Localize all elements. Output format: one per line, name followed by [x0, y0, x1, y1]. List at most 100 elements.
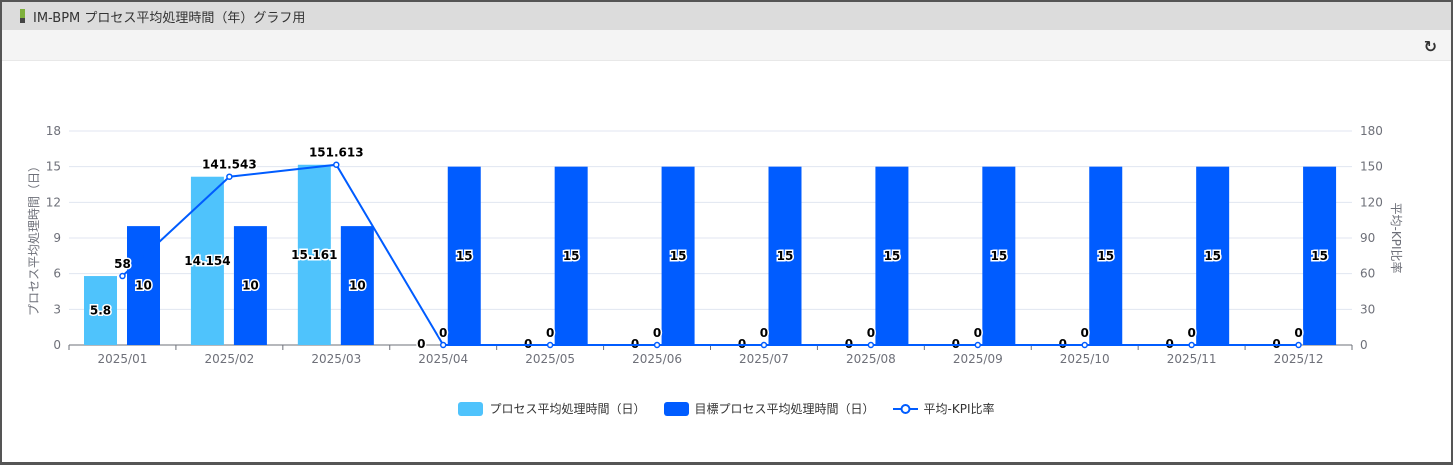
bar-data-label: 15.161: [291, 248, 337, 262]
legend-label: プロセス平均処理時間（日）: [489, 402, 646, 416]
x-tick-label: 2025/12: [1274, 352, 1324, 366]
bar-data-label: 15: [1311, 249, 1328, 263]
legend-label: 目標プロセス平均処理時間（日）: [694, 402, 875, 416]
bar-target: [661, 166, 695, 345]
ratio-point: [653, 341, 661, 349]
ratio-point: [226, 173, 233, 180]
y-left-axis-title: プロセス平均処理時間（日）: [27, 160, 41, 316]
legend-item-ratio[interactable]: 平均-KPI比率: [892, 400, 995, 417]
x-tick-label: 2025/07: [739, 352, 789, 366]
ratio-point: [439, 341, 447, 349]
y-left-tick-label: 18: [46, 124, 61, 138]
y-right-axis-title: 平均-KPI比率: [1389, 203, 1404, 274]
line-data-label: 0: [439, 326, 447, 340]
y-left-tick-label: 6: [53, 267, 61, 281]
bar-data-label: 15: [990, 249, 1007, 263]
x-tick-label: 2025/11: [1167, 352, 1217, 366]
x-tick-label: 2025/04: [418, 352, 468, 366]
bar-data-label: 14.154: [184, 254, 230, 268]
line-data-label: 0: [653, 326, 661, 340]
line-data-label: 0: [1187, 326, 1195, 340]
bar-target: [982, 166, 1016, 345]
bar-data-label: 10: [349, 279, 366, 293]
x-tick-label: 2025/05: [525, 352, 575, 366]
title-marker-icon: [20, 9, 25, 23]
bar-data-label: 15: [670, 249, 687, 263]
bar-data-label: 15: [884, 249, 901, 263]
y-right-tick-label: 0: [1360, 338, 1368, 352]
legend-swatch: [663, 401, 689, 416]
bar-process: [84, 276, 117, 345]
x-tick-label: 2025/01: [98, 352, 148, 366]
line-data-label: 0: [974, 326, 982, 340]
x-tick-label: 2025/06: [632, 352, 682, 366]
bar-target: [340, 226, 374, 345]
bar-data-label: 15: [1097, 249, 1114, 263]
legend-label: 平均-KPI比率: [923, 402, 995, 416]
bar-target: [1089, 166, 1123, 345]
line-data-label: 151.613: [309, 146, 364, 160]
legend-swatch: [458, 401, 484, 416]
bar-target: [233, 226, 267, 345]
widget-title: IM-BPM プロセス平均処理時間（年）グラフ用: [33, 10, 306, 26]
y-left-tick-label: 12: [46, 195, 61, 209]
legend-line-icon: [892, 403, 918, 414]
legend-item-target[interactable]: 目標プロセス平均処理時間（日）: [663, 400, 875, 417]
bar-data-label: 0: [417, 337, 425, 351]
line-data-label: 141.543: [202, 158, 257, 172]
bar-process: [190, 176, 224, 345]
toolbar: ↻: [2, 30, 1451, 61]
legend: プロセス平均処理時間（日） 目標プロセス平均処理時間（日） 平均-KPI比率: [0, 400, 1453, 417]
y-left-tick-label: 15: [46, 160, 61, 174]
ratio-point: [1188, 341, 1195, 349]
line-data-label: 0: [1081, 326, 1089, 340]
bar-target: [1303, 166, 1337, 345]
ratio-line: [121, 163, 1299, 346]
y-right-tick-label: 30: [1360, 302, 1375, 316]
ratio-point: [333, 161, 340, 168]
line-data-label: 0: [867, 326, 875, 340]
line-data-label: 58: [114, 257, 131, 271]
ratio-point: [119, 272, 126, 280]
x-tick-label: 2025/08: [846, 352, 896, 366]
y-left-tick-label: 3: [53, 302, 61, 316]
bar-data-label: 10: [135, 279, 152, 293]
bar-data-label: 15: [563, 249, 580, 263]
bar-data-label: 5.8: [90, 304, 111, 318]
bar-target: [447, 166, 481, 345]
x-tick-label: 2025/09: [953, 352, 1003, 366]
x-tick-label: 2025/02: [204, 352, 254, 366]
x-tick-label: 2025/10: [1060, 352, 1110, 366]
ratio-point: [867, 341, 875, 349]
bar-target: [768, 166, 802, 345]
refresh-icon[interactable]: ↻: [1423, 37, 1437, 56]
bar-process: [297, 164, 331, 345]
ratio-point: [1081, 341, 1088, 349]
bar-data-label: 15: [1204, 249, 1221, 263]
ratio-point: [546, 341, 554, 349]
y-right-tick-label: 150: [1360, 160, 1383, 174]
ratio-point: [760, 341, 768, 349]
y-left-tick-label: 0: [53, 338, 61, 352]
bar-data-label: 15: [777, 249, 794, 263]
line-data-label: 0: [1294, 326, 1302, 340]
bar-target: [875, 166, 909, 345]
bar-data-label: 15: [456, 249, 473, 263]
ratio-point: [974, 341, 982, 349]
y-right-tick-label: 60: [1360, 267, 1375, 281]
bar-target: [554, 166, 588, 345]
y-right-tick-label: 180: [1360, 124, 1383, 138]
x-tick-label: 2025/03: [311, 352, 361, 366]
ratio-point: [1295, 341, 1302, 349]
y-left-tick-label: 9: [53, 231, 61, 245]
legend-item-process[interactable]: プロセス平均処理時間（日）: [458, 400, 646, 417]
y-right-tick-label: 120: [1360, 195, 1383, 209]
title-bar: IM-BPM プロセス平均処理時間（年）グラフ用: [2, 2, 1451, 30]
bar-data-label: 10: [242, 279, 259, 293]
y-right-tick-label: 90: [1360, 231, 1375, 245]
line-data-label: 0: [546, 326, 554, 340]
bar-target: [1196, 166, 1230, 345]
line-data-label: 0: [760, 326, 768, 340]
